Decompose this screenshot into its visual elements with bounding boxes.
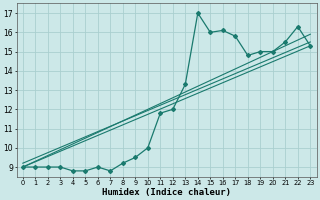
X-axis label: Humidex (Indice chaleur): Humidex (Indice chaleur) [102,188,231,197]
